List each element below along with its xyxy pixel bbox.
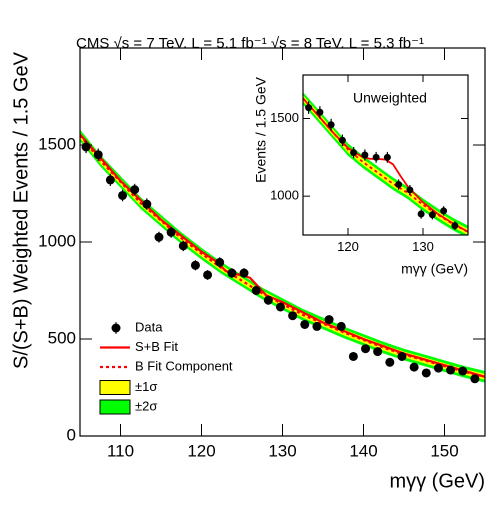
data-point — [239, 268, 249, 278]
x-tick-label: 120 — [337, 239, 359, 254]
data-point — [395, 181, 403, 189]
x-tick-label: 110 — [107, 442, 134, 461]
legend-label: ±2σ — [135, 398, 157, 413]
legend-label: B Fit Component — [135, 358, 233, 373]
data-point — [361, 151, 369, 159]
x-tick-label: 120 — [187, 442, 215, 461]
data-point — [428, 211, 436, 219]
data-point — [421, 368, 431, 378]
data-point — [263, 295, 273, 305]
x-tick-label: 140 — [349, 442, 377, 461]
data-point — [373, 347, 383, 357]
panel: 120 130 1000 1500 Unweighted mγγ (GeV) Events … — [253, 74, 469, 277]
y-tick-label: 1000 — [38, 231, 76, 250]
data-point — [336, 321, 346, 331]
y-tick-label: 0 — [67, 425, 76, 444]
error-band — [303, 95, 468, 235]
data-point — [451, 222, 459, 230]
data-point — [385, 357, 395, 367]
y-axis-label: S/(S+B) Weighted Events / 1.5 GeV — [10, 51, 32, 369]
legend-label: Data — [135, 319, 163, 334]
data-point — [251, 286, 261, 295]
x-tick-label: 130 — [412, 239, 434, 254]
data-point — [417, 210, 425, 218]
data-point — [324, 315, 334, 325]
data-point — [105, 175, 115, 185]
inset-title: Unweighted — [353, 90, 427, 106]
data-point — [348, 351, 358, 361]
plot-clip — [303, 92, 468, 235]
data-point — [327, 121, 335, 129]
data-point — [458, 366, 468, 376]
y-tick-label: 1500 — [270, 110, 299, 125]
data-point — [154, 232, 164, 242]
data-point — [409, 362, 419, 372]
data-point — [361, 344, 371, 354]
legend-label: S+B Fit — [135, 339, 178, 354]
data-point — [178, 241, 188, 251]
data-point — [433, 363, 443, 373]
x-axis-label: mγγ (GeV) — [389, 470, 485, 492]
y-axis-label: Events / 1.5 GeV — [253, 76, 269, 182]
data-point — [372, 153, 380, 161]
data-point — [300, 319, 310, 329]
data-point — [316, 108, 324, 116]
data-point — [440, 207, 448, 215]
data-point — [383, 153, 391, 161]
data-point — [312, 321, 322, 331]
data-point — [227, 268, 237, 278]
data-point — [130, 185, 140, 195]
plot-clip — [80, 129, 485, 384]
legend-marker — [99, 399, 131, 415]
legend-label: ±1σ — [135, 379, 157, 394]
x-tick-label: 150 — [430, 442, 458, 461]
data-point — [203, 270, 213, 280]
x-axis-label: mγγ (GeV) — [401, 261, 468, 277]
legend-marker — [111, 323, 121, 333]
data-point — [166, 227, 176, 237]
data-point — [275, 302, 285, 312]
fit-line — [80, 133, 485, 378]
data-point — [305, 104, 313, 112]
data-point — [350, 149, 358, 157]
data-point — [93, 150, 103, 160]
data-point — [215, 257, 225, 267]
legend-marker — [99, 380, 131, 395]
data-point — [446, 365, 456, 375]
y-tick-label: 1000 — [270, 188, 299, 203]
y-tick-label: 500 — [48, 328, 76, 347]
data-point — [338, 136, 346, 144]
data-point — [190, 260, 200, 270]
data-point — [470, 374, 480, 384]
x-tick-label: 130 — [268, 442, 296, 461]
frame — [302, 74, 469, 236]
y-tick-label: 1500 — [38, 134, 76, 153]
data-point — [118, 190, 128, 200]
data-point — [406, 186, 414, 194]
data-point — [397, 351, 407, 361]
data-point — [81, 142, 91, 152]
data-point — [142, 199, 152, 209]
data-point — [288, 311, 298, 321]
